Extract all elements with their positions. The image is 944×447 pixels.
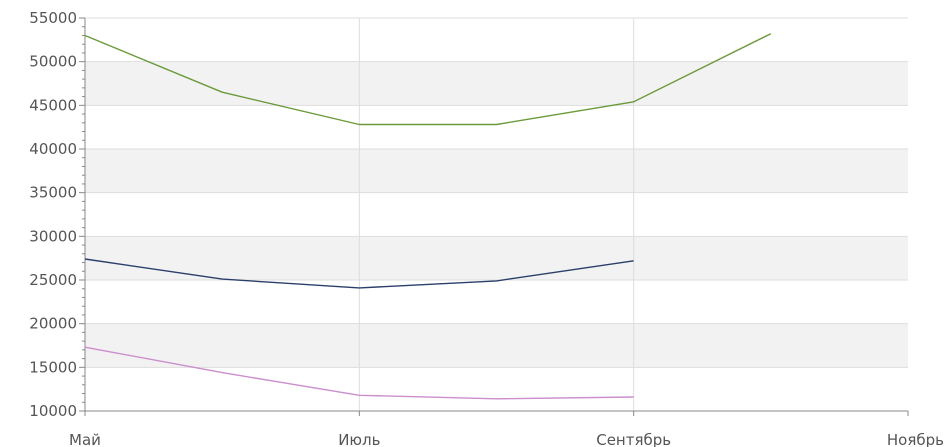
band bbox=[85, 149, 908, 193]
x-tick-label: Июль bbox=[338, 431, 380, 447]
band bbox=[85, 61, 908, 106]
series-lines bbox=[84, 33, 772, 400]
y-tick-label: 35000 bbox=[29, 184, 77, 202]
axes bbox=[79, 17, 909, 416]
y-tick-label: 55000 bbox=[29, 9, 77, 27]
y-tick-label: 40000 bbox=[29, 140, 77, 158]
y-tick-label: 50000 bbox=[29, 53, 77, 71]
x-tick-label: Сентябрь bbox=[596, 431, 671, 447]
plot-bands bbox=[85, 61, 908, 368]
y-tick-label: 25000 bbox=[29, 271, 77, 289]
y-tick-label: 45000 bbox=[29, 96, 77, 114]
series-line-3 bbox=[84, 346, 634, 400]
y-tick-label: 15000 bbox=[29, 358, 77, 376]
y-tick-label: 20000 bbox=[29, 315, 77, 333]
y-tick-label: 30000 bbox=[29, 227, 77, 245]
x-tick-label: Ноябрь bbox=[887, 431, 944, 447]
series-line-1 bbox=[84, 33, 772, 126]
series-line-2 bbox=[84, 258, 634, 289]
y-tick-label: 10000 bbox=[29, 402, 77, 420]
tick-labels: 10000 15000 20000 25000 30000 35000 40000 45000… bbox=[29, 9, 944, 447]
grid-lines bbox=[85, 17, 908, 412]
band bbox=[85, 323, 908, 368]
band bbox=[85, 236, 908, 280]
x-tick-label: Май bbox=[69, 431, 101, 447]
